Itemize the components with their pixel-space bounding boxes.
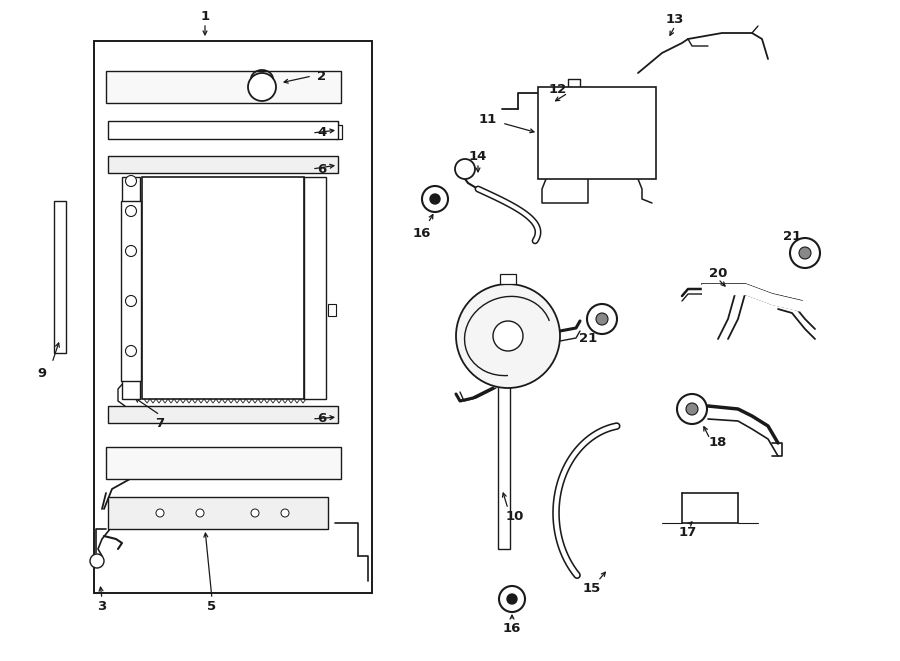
Bar [122,177,140,399]
Bar [328,304,336,316]
Circle shape [422,186,448,212]
Text: 6: 6 [318,163,327,176]
Bar [94,41,372,593]
Bar [108,156,338,173]
Text: 11: 11 [479,112,497,126]
Circle shape [790,238,820,268]
Text: 15: 15 [583,582,601,596]
Circle shape [799,247,811,259]
Circle shape [125,206,137,217]
Bar [108,121,338,139]
Circle shape [251,509,259,517]
Circle shape [125,235,137,247]
Circle shape [493,321,523,351]
Bar [54,201,66,353]
Circle shape [248,73,276,101]
Bar [106,71,341,103]
Circle shape [455,159,475,179]
Circle shape [125,176,137,186]
Bar [108,497,328,529]
Circle shape [125,346,137,356]
Text: 17: 17 [679,527,698,539]
Text: 13: 13 [666,13,684,26]
Text: 7: 7 [156,416,165,430]
Bar [108,406,338,423]
Text: 16: 16 [503,623,521,635]
Text: 6: 6 [318,412,327,426]
Text: 12: 12 [549,83,567,95]
Circle shape [125,356,137,366]
Circle shape [156,509,164,517]
Circle shape [430,194,440,204]
Circle shape [125,295,137,307]
Circle shape [125,245,137,256]
Circle shape [677,394,707,424]
Circle shape [90,554,104,568]
Circle shape [196,509,204,517]
Circle shape [456,284,560,388]
Bar [538,87,656,179]
Bar [142,177,304,399]
Text: 9: 9 [38,366,47,379]
Circle shape [499,586,525,612]
Text: 14: 14 [469,149,487,163]
Circle shape [587,304,617,334]
Text: 19: 19 [472,346,491,360]
Text: 8: 8 [318,297,327,309]
Bar [121,201,141,381]
Circle shape [596,313,608,325]
Text: 21: 21 [579,332,597,346]
Text: 5: 5 [207,600,217,613]
Text: 4: 4 [318,126,327,139]
Bar [304,177,326,399]
Bar [498,294,510,549]
Bar [106,447,341,479]
Text: 18: 18 [709,436,727,449]
Circle shape [686,403,698,415]
Text: 16: 16 [413,227,431,239]
Text: 21: 21 [783,229,801,243]
Text: 3: 3 [97,600,106,613]
Circle shape [125,295,137,307]
Text: 2: 2 [318,69,327,83]
Text: 10: 10 [506,510,524,522]
Bar [500,274,516,284]
Circle shape [281,509,289,517]
Text: 1: 1 [201,9,210,22]
Text: 20: 20 [709,266,727,280]
Circle shape [507,594,517,604]
